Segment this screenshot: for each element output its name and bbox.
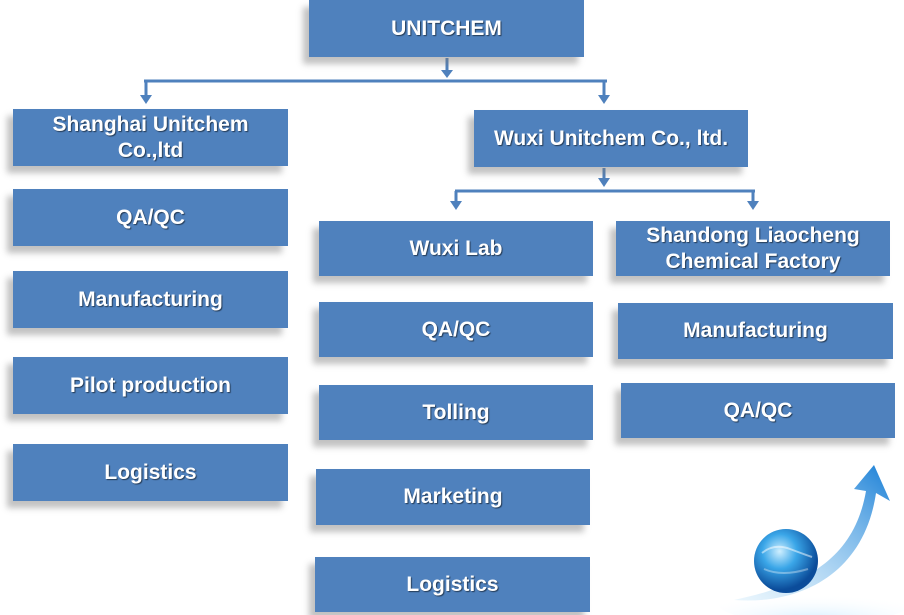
node-wuxi-lab-marketing: Marketing <box>316 469 590 525</box>
node-label: Manufacturing <box>78 287 223 311</box>
node-label-line1: Shandong Liaocheng <box>646 224 860 248</box>
node-label: UNITCHEM <box>391 16 502 40</box>
node-shanghai-qaqc: QA/QC <box>13 189 288 246</box>
node-shanghai-pilot-production: Pilot production <box>13 357 288 414</box>
node-label: Logistics <box>104 460 197 484</box>
node-label-line2: Chemical Factory <box>665 249 841 273</box>
node-shanghai-manufacturing: Manufacturing <box>13 271 288 328</box>
node-unitchem: UNITCHEM <box>309 0 584 57</box>
node-label: Wuxi Lab <box>409 236 503 260</box>
node-label-line2: Co.,ltd <box>117 138 184 162</box>
node-wuxi-lab-logistics: Logistics <box>315 557 590 612</box>
node-label: Pilot production <box>70 373 231 397</box>
node-wuxi-lab: Wuxi Lab <box>319 221 593 276</box>
node-wuxi-lab-qaqc: QA/QC <box>319 302 593 357</box>
node-label: Manufacturing <box>683 319 828 343</box>
root-arrow-icon <box>441 70 453 78</box>
node-shandong-liaocheng: Shandong Liaocheng Chemical Factory <box>616 221 890 276</box>
wuxi-lab-arrow-icon <box>450 201 462 210</box>
node-wuxi-unitchem: Wuxi Unitchem Co., ltd. <box>474 110 748 167</box>
node-wuxi-lab-tolling: Tolling <box>319 385 593 440</box>
wuxi-arrow-icon <box>598 95 610 104</box>
shanghai-arrow-icon <box>140 95 152 104</box>
wuxi-down-arrow-icon <box>598 178 610 187</box>
node-label: QA/QC <box>421 317 491 341</box>
shandong-arrow-icon <box>747 201 759 210</box>
node-label: Tolling <box>422 400 490 424</box>
node-label: QA/QC <box>116 205 185 229</box>
node-label: Logistics <box>406 572 499 596</box>
node-shandong-qaqc: QA/QC <box>621 383 895 438</box>
node-shanghai-unitchem: Shanghai Unitchem Co.,ltd <box>13 109 288 166</box>
node-shanghai-logistics: Logistics <box>13 444 288 501</box>
node-label: QA/QC <box>723 398 793 422</box>
node-shandong-manufacturing: Manufacturing <box>618 303 893 359</box>
node-label: Wuxi Unitchem Co., ltd. <box>493 126 729 150</box>
node-label-line1: Shanghai Unitchem <box>52 113 249 137</box>
globe-arrow-icon <box>719 465 904 615</box>
node-label: Marketing <box>403 485 503 509</box>
